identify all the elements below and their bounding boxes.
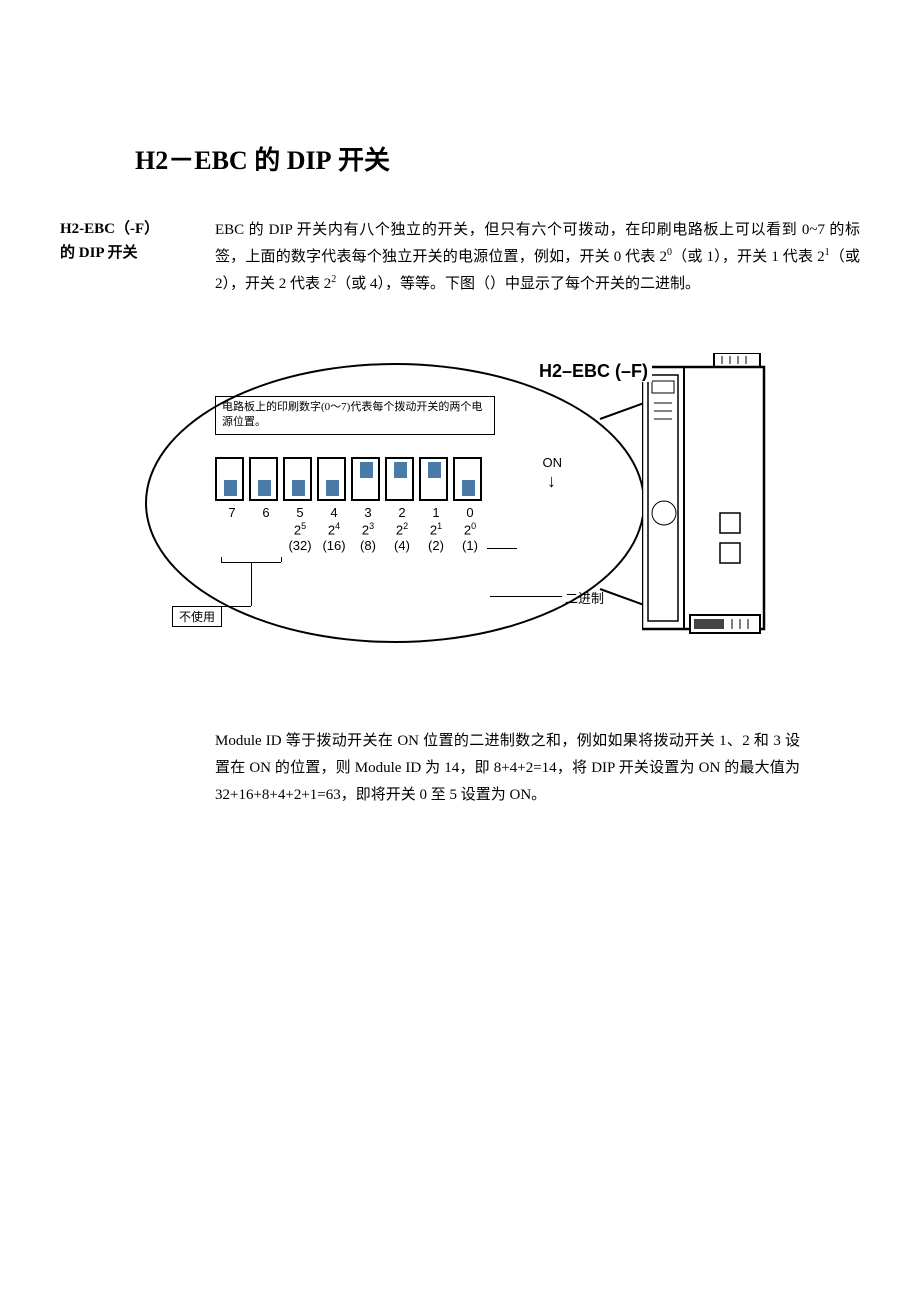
paragraph-1: EBC 的 DIP 开关内有八个独立的开关，但只有六个可拨动，在印刷电路板上可以… [215, 217, 860, 298]
sidebar-label: H2-EBC（-F） 的 DIP 开关 [60, 217, 195, 298]
on-arrow-icon: ↓ [547, 471, 556, 492]
dip-switch-2 [385, 457, 414, 501]
on-label: ON [543, 455, 563, 470]
module-label: H2–EBC (–F) [535, 361, 652, 382]
dip-switch-row: ON ↓ [215, 457, 590, 501]
paragraph-2: Module ID 等于拨动开关在 ON 位置的二进制数之和，例如如果将拨动开关… [215, 728, 800, 809]
page-title: H2－EBC 的 DIP 开关 [135, 140, 860, 177]
switch-number-row: 7 6 5 4 3 2 1 0 [215, 505, 590, 520]
title-prefix: H2－EBC [135, 146, 248, 175]
dip-switch-3 [351, 457, 380, 501]
bracket-line [221, 557, 222, 562]
bracket-line [281, 557, 282, 562]
dip-switch-diagram: H2–EBC (–F) 电路板上的印刷数字(0～7)代表每个拨动开关的两个电源位… [60, 338, 860, 678]
dip-switch-7 [215, 457, 244, 501]
title-suffix: 开关 [331, 146, 390, 175]
binary-exponent-row: 25 24 23 22 21 20 [215, 521, 590, 537]
title-dip: DIP [287, 146, 332, 175]
sidebar-line1: H2-EBC（-F） [60, 217, 195, 241]
title-mid: 的 [248, 146, 287, 175]
callout-line [490, 596, 562, 597]
binary-label: 二进制 [565, 588, 604, 607]
callout-line [487, 548, 517, 549]
diagram-note: 电路板上的印刷数字(0～7)代表每个拨动开关的两个电源位置。 [215, 396, 495, 435]
dip-switch-4 [317, 457, 346, 501]
not-used-label: 不使用 [172, 606, 222, 627]
dip-switch-6 [249, 457, 278, 501]
decimal-value-row: (32) (16) (8) (4) (2) (1) [215, 538, 590, 553]
ebc-module-icon [642, 353, 770, 643]
dip-switch-0 [453, 457, 482, 501]
dip-switch-5 [283, 457, 312, 501]
bracket-line [251, 562, 252, 606]
dip-switch-1 [419, 457, 448, 501]
sidebar-line2: 的 DIP 开关 [60, 241, 195, 265]
